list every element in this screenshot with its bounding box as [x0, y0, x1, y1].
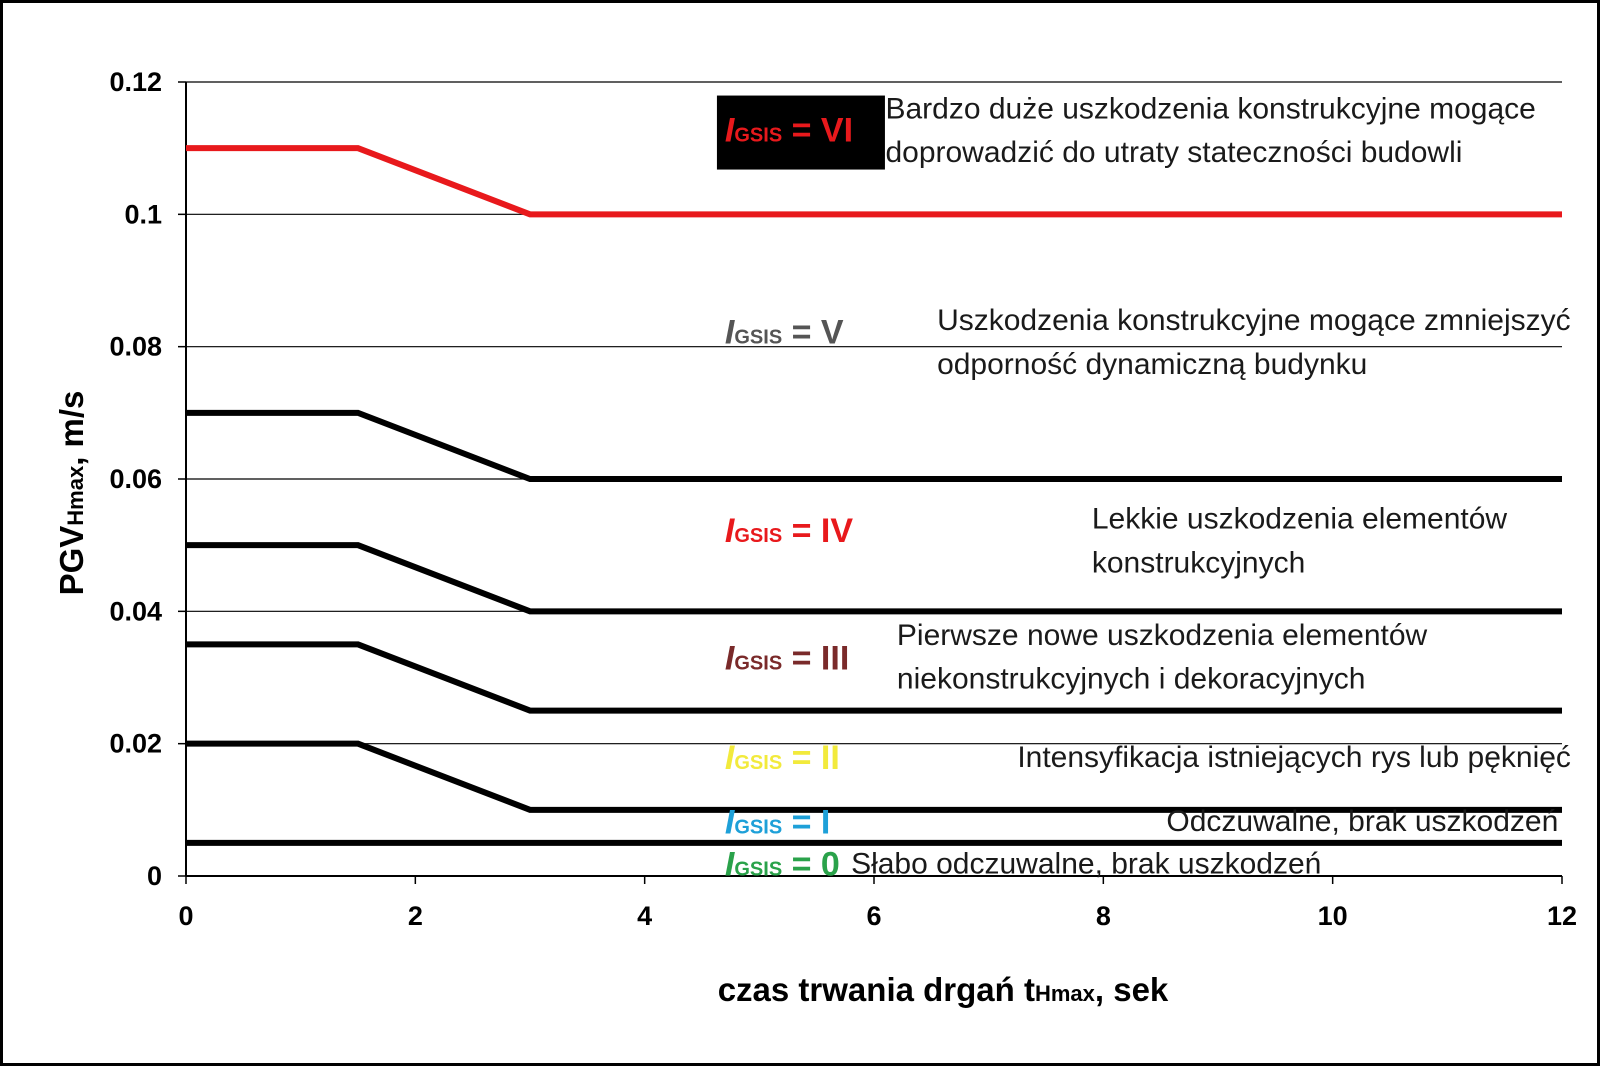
series-line-3: [186, 641, 1562, 714]
pgv-duration-chart: 0 0.02 0.04 0.06 0.08 0.1 0.12 0 2 4 6 8 10 12 IGSIS …: [53, 67, 1577, 1008]
tick-labels: 0 0.02 0.04 0.06 0.08 0.1 0.12 0 2 4 6 8 10 12: [109, 67, 1577, 931]
zone-description-line: Uszkodzenia konstrukcyjne mogące zmniejs…: [937, 304, 1571, 337]
y-tick-label: 0.12: [109, 67, 162, 97]
zone-level-label: IGSIS = VI: [725, 112, 853, 150]
series-line-5: [186, 409, 1562, 482]
zone-description-line: Odczuwalne, brak uszkodzeń: [1166, 805, 1558, 838]
zone-5: IGSIS = II Intensyfikacja istniejących ry…: [725, 739, 1571, 777]
zone-6: IGSIS = I Odczuwalne, brak uszkodzeń: [725, 804, 1558, 842]
y-tick-label: 0: [147, 861, 162, 891]
zone-description-line: Bardzo duże uszkodzenia konstrukcyjne mo…: [885, 92, 1535, 125]
zone-7: IGSIS = 0 Słabo odczuwalne, brak uszkodze…: [725, 845, 1321, 883]
zone-description-line: Słabo odczuwalne, brak uszkodzeń: [851, 847, 1321, 880]
zone-description-line: Pierwsze nowe uszkodzenia elementów: [897, 619, 1428, 652]
zone-3: IGSIS = IV Lekkie uszkodzenia elementów ko…: [725, 503, 1508, 580]
series-lines: [186, 145, 1562, 846]
series-line-2: [186, 740, 1562, 813]
zone-label-box: [716, 95, 885, 170]
zone-level-label: IGSIS = IV: [725, 512, 853, 550]
y-axis-title: PGVHmax, m/s: [53, 391, 90, 596]
x-tick-label: 2: [408, 901, 423, 931]
y-tick-label: 0.04: [109, 596, 162, 626]
y-tick-label: 0.08: [109, 332, 162, 362]
y-tick-label: 0.1: [124, 199, 162, 229]
zone-4: IGSIS = III Pierwsze nowe uszkodzenia ele…: [725, 619, 1428, 696]
zone-description-line: Intensyfikacja istniejących rys lub pękn…: [1017, 741, 1571, 774]
zone-level-label: IGSIS = 0: [725, 845, 840, 883]
y-tick-label: 0.06: [109, 464, 162, 494]
zone-level-label: IGSIS = III: [725, 640, 849, 678]
zone-1: IGSIS = VI Bardzo duże uszkodzenia konstr…: [716, 92, 1536, 170]
x-axis-title: czas trwania drgań tHmax, sek: [718, 971, 1169, 1008]
series-line-6: [186, 145, 1562, 218]
zone-annotations: IGSIS = VI Bardzo duże uszkodzenia konstr…: [716, 92, 1571, 883]
series-line-4: [186, 542, 1562, 615]
zone-description-line: Lekkie uszkodzenia elementów: [1092, 503, 1508, 536]
zone-description-line: doprowadzić do utraty stateczności budow…: [885, 136, 1462, 169]
zone-level-label: IGSIS = I: [725, 804, 830, 842]
zone-level-label: IGSIS = II: [725, 739, 840, 777]
zone-description-line: konstrukcyjnych: [1092, 546, 1305, 579]
x-tick-label: 8: [1096, 901, 1111, 931]
zone-description-line: niekonstrukcyjnych i dekoracyjnych: [897, 663, 1366, 696]
x-tick-label: 4: [637, 901, 652, 931]
zone-description-line: odporność dynamiczną budynku: [937, 348, 1367, 381]
x-tick-label: 6: [866, 901, 881, 931]
y-tick-label: 0.02: [109, 729, 162, 759]
x-tick-label: 0: [178, 901, 193, 931]
x-tick-label: 12: [1547, 901, 1577, 931]
zone-2: IGSIS = V Uszkodzenia konstrukcyjne mogąc…: [725, 304, 1571, 381]
zone-level-label: IGSIS = V: [725, 313, 844, 351]
x-tick-label: 10: [1318, 901, 1348, 931]
